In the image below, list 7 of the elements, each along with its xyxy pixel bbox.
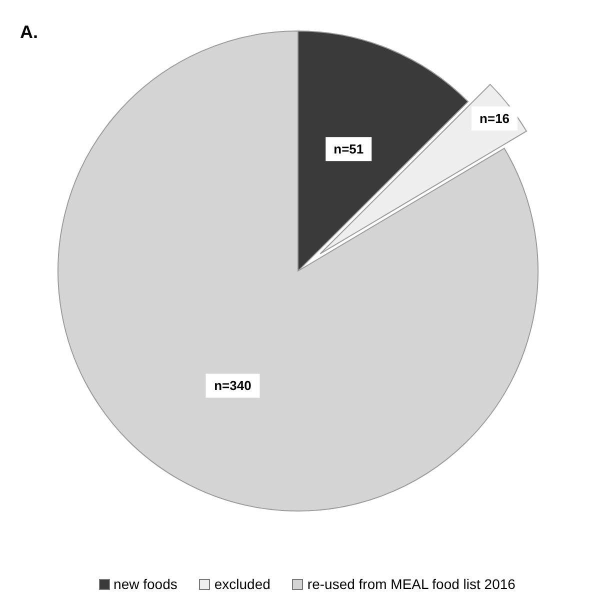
legend-label: re-used from MEAL food list 2016: [307, 576, 516, 592]
data-label: n=51: [334, 142, 364, 157]
data-label: n=340: [214, 378, 252, 394]
chart-title: A.: [20, 22, 38, 42]
legend-label: new foods: [114, 576, 178, 592]
data-label: n=16: [480, 110, 510, 126]
legend-label: excluded: [214, 576, 270, 592]
